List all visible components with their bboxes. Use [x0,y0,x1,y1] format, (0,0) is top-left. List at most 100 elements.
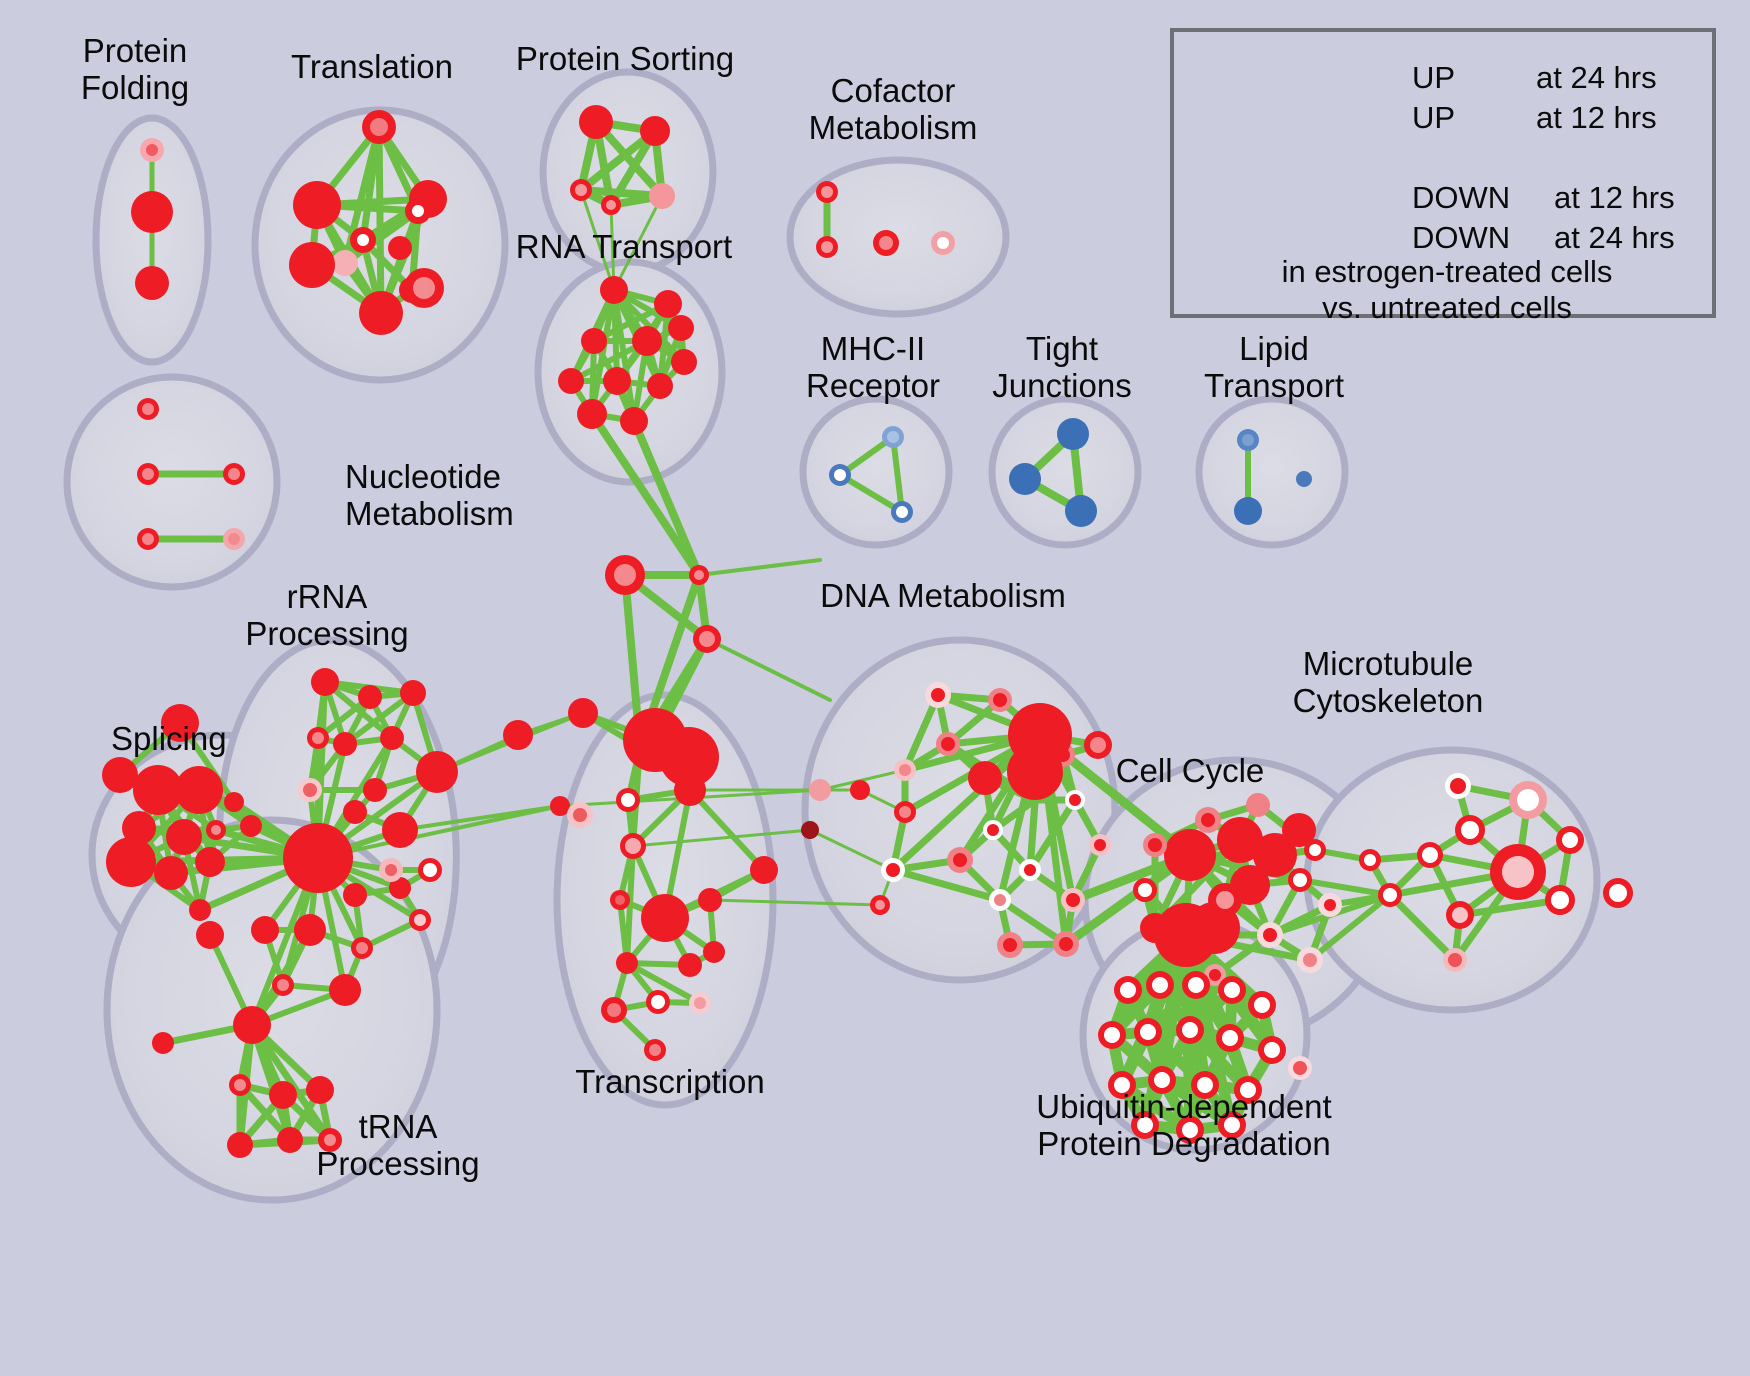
node [404,268,444,308]
node [620,833,646,859]
node [1253,833,1297,877]
node [102,757,138,793]
node [166,819,202,855]
node [1246,793,1270,817]
node [382,812,418,848]
node [251,916,279,944]
node [196,921,224,949]
legend-time-1: at 12 hrs [1536,100,1657,135]
node [550,796,570,816]
node [135,266,169,300]
node [416,751,458,793]
node [277,1127,303,1153]
node [388,236,412,260]
node [1176,1016,1204,1044]
node [329,974,361,1006]
node [989,889,1011,911]
node [106,837,156,887]
node [229,1074,251,1096]
node [632,326,662,356]
hull-tight-junctions [988,395,1142,549]
node [1304,839,1326,861]
node [1509,781,1547,819]
node [283,823,353,893]
node [641,894,689,942]
node [343,800,367,824]
node [1318,893,1342,917]
node [240,815,262,837]
node [693,625,721,653]
node [882,426,904,448]
node [1176,1116,1204,1144]
node [894,801,916,823]
node [816,181,838,203]
node [1417,842,1443,868]
node [616,788,640,812]
legend-box: UP at 24 hrs UP at 12 hrs DOWN at 12 hrs… [1170,28,1716,325]
node [801,821,819,839]
node [558,368,584,394]
node [503,720,533,750]
node [850,780,870,800]
node [601,195,621,215]
node [307,727,329,749]
node [1131,1111,1159,1139]
node [668,315,694,341]
cluster-label-microtubule-cytoskeleton: Microtubule Cytoskeleton [1292,645,1484,719]
node [988,688,1012,712]
node [131,191,173,233]
node [137,528,159,550]
legend-time-0: at 24 hrs [1536,60,1657,95]
legend-state-2: DOWN [1412,180,1511,215]
node [350,227,376,253]
node [1218,1111,1246,1139]
node [223,528,245,550]
node [649,183,675,209]
node [418,858,442,882]
cluster-label-protein-folding: Protein Folding [80,32,190,106]
node [1248,991,1276,1019]
legend-time-2: at 12 hrs [1554,180,1675,215]
node [610,890,630,910]
node [1134,1018,1162,1046]
node [1545,885,1575,915]
node [362,110,396,144]
node [1098,1021,1126,1049]
node [894,759,916,781]
node [1019,859,1041,881]
node [1148,1066,1176,1094]
node [1230,865,1270,905]
node [224,792,244,812]
node [293,181,341,229]
node [405,198,431,224]
node [1009,463,1041,495]
node [600,276,628,304]
node [1234,1076,1262,1104]
node [175,766,223,814]
node [343,883,367,907]
node [1065,790,1085,810]
node [1297,947,1323,973]
node [931,231,955,255]
node [1490,844,1546,900]
node [389,877,411,899]
node [189,899,211,921]
node [306,1076,334,1104]
node [881,858,905,882]
node [152,1032,174,1054]
hull-mhc-ii-receptor [799,395,953,549]
node [351,937,373,959]
cluster-label-lipid-transport: Lipid Transport [1204,330,1344,404]
node [678,953,702,977]
node [647,373,673,399]
legend-state-0: UP [1412,60,1456,95]
node [983,820,1003,840]
legend-state-3: DOWN [1412,220,1511,255]
node [1237,429,1259,451]
node [1216,1024,1244,1052]
node [829,464,851,486]
node [1143,833,1167,857]
node [1114,976,1142,1004]
node [1443,948,1467,972]
